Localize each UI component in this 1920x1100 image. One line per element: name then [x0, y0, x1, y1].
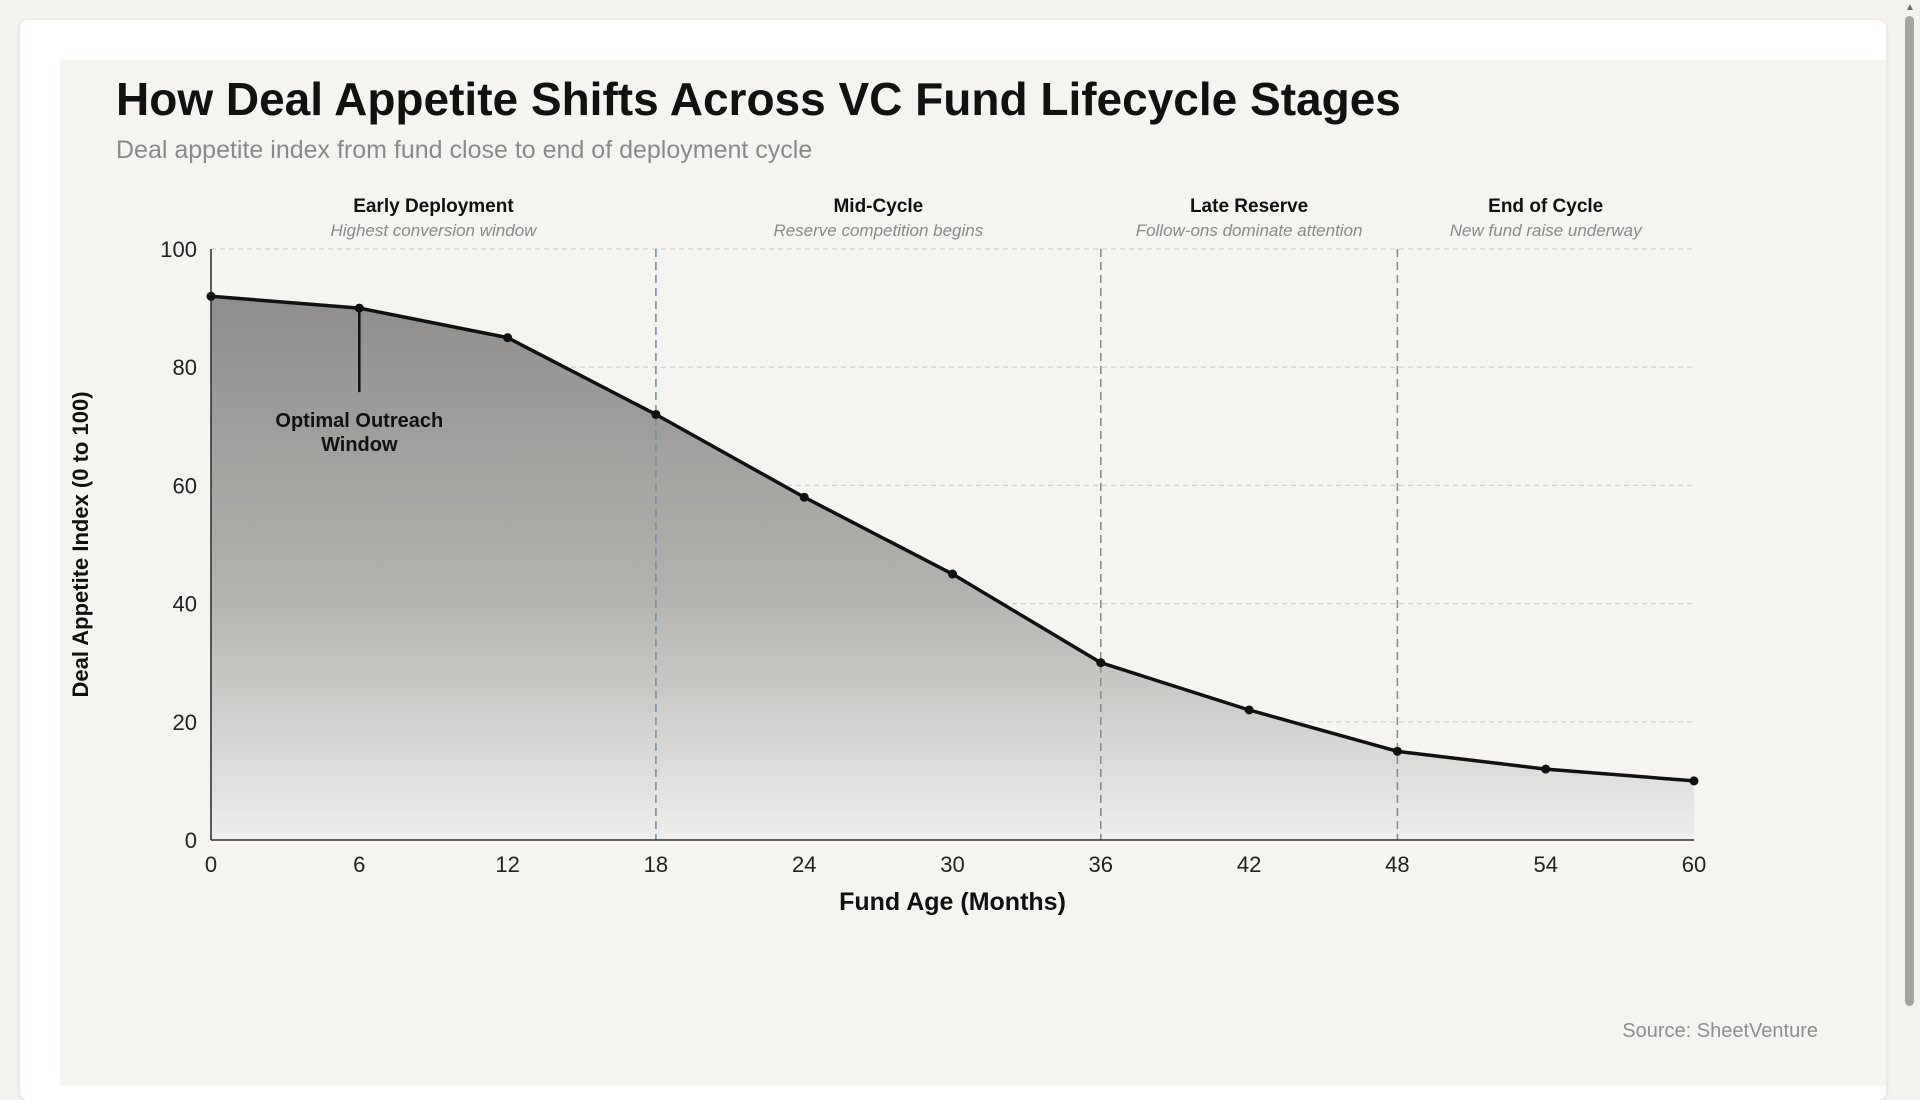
stage-note: Reserve competition begins — [773, 221, 983, 240]
y-tick-label: 40 — [173, 592, 197, 617]
y-tick-label: 60 — [173, 473, 197, 498]
stage-name: Early Deployment — [353, 196, 514, 217]
x-tick-label: 12 — [495, 852, 519, 877]
scrollbar-thumb[interactable] — [1905, 16, 1914, 1006]
x-tick-label: 60 — [1682, 852, 1706, 877]
x-tick-label: 24 — [792, 852, 816, 877]
x-tick-label: 18 — [644, 852, 668, 877]
area-chart: 0 20 40 60 80 100 0 6 12 18 24 30 36 42 48 54 60 Fund Age… — [68, 196, 1706, 916]
data-point — [503, 333, 513, 343]
x-tick-label: 54 — [1533, 852, 1557, 877]
x-tick-label: 30 — [940, 852, 964, 877]
data-point — [1244, 705, 1254, 715]
scrollbar[interactable]: ▲ — [1900, 0, 1920, 1080]
page-subtitle: Deal appetite index from fund close to e… — [116, 136, 813, 164]
y-tick-label: 100 — [160, 237, 197, 262]
data-point — [1096, 658, 1106, 668]
y-tick-label: 20 — [173, 710, 197, 735]
y-tick-label: 0 — [185, 828, 197, 853]
stage-note: New fund raise underway — [1450, 221, 1643, 240]
page-title: How Deal Appetite Shifts Across VC Fund … — [116, 73, 1401, 125]
x-tick-label: 6 — [353, 852, 365, 877]
x-tick-label: 0 — [205, 852, 217, 877]
area-fill — [211, 296, 1694, 840]
annotation-label: Window — [321, 434, 398, 456]
x-tick-label: 42 — [1237, 852, 1261, 877]
scroll-up-arrow-icon[interactable]: ▲ — [1905, 2, 1915, 13]
stage-name: Late Reserve — [1190, 196, 1308, 217]
y-axis-title: Deal Appetite Index (0 to 100) — [68, 391, 93, 697]
stage-name: Mid-Cycle — [833, 196, 923, 217]
data-point — [206, 291, 216, 301]
x-axis-title: Fund Age (Months) — [839, 888, 1066, 916]
stage-note: Highest conversion window — [330, 221, 538, 240]
y-tick-label: 80 — [173, 355, 197, 380]
stage-note: Follow-ons dominate attention — [1136, 221, 1363, 240]
source-note: Source: SheetVenture — [1622, 1020, 1818, 1042]
data-point — [799, 492, 809, 502]
chart-card — [20, 20, 1886, 1100]
data-point — [1541, 764, 1551, 774]
x-tick-label: 36 — [1089, 852, 1113, 877]
x-tick-label: 48 — [1385, 852, 1409, 877]
data-point — [1689, 776, 1699, 786]
annotation-label: Optimal Outreach — [275, 410, 443, 432]
data-point — [948, 569, 957, 579]
data-point — [651, 409, 661, 419]
stage-name: End of Cycle — [1488, 196, 1603, 217]
data-point — [1392, 746, 1402, 756]
